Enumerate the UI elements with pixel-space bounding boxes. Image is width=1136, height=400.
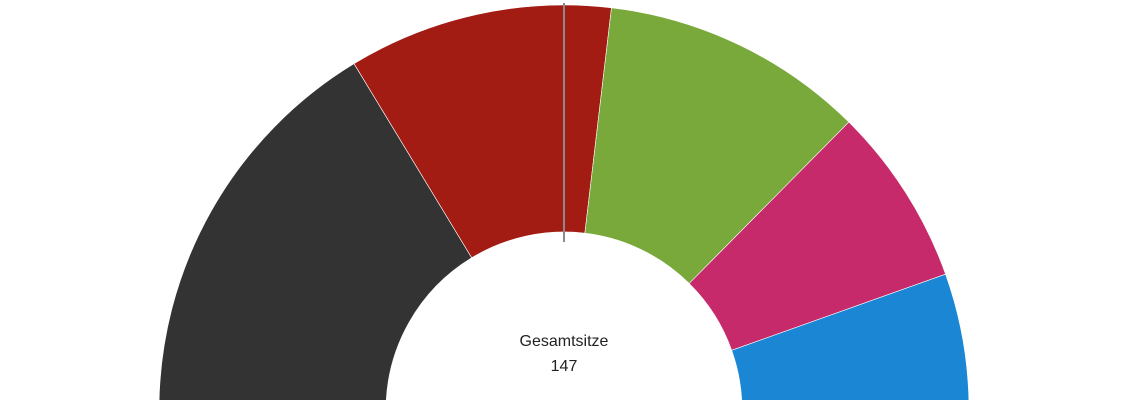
center-value: 147 — [551, 358, 578, 375]
slices — [158, 4, 970, 400]
slice — [731, 273, 970, 400]
slice — [158, 63, 473, 400]
center-label: Gesamtsitze — [520, 333, 609, 350]
slice — [353, 4, 612, 259]
slice — [584, 7, 850, 284]
